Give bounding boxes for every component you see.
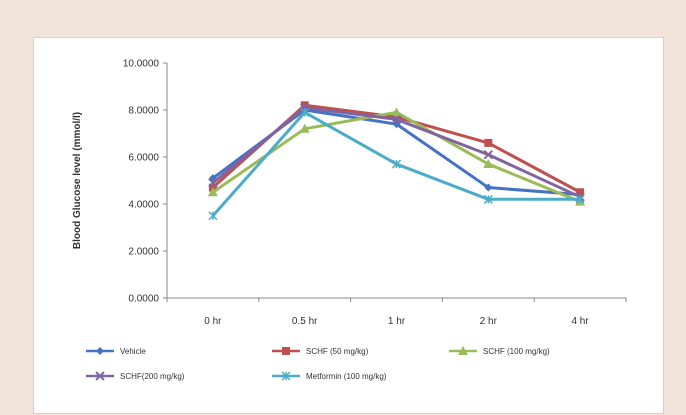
- legend: Vehicle SCHF (50 mg/kg) SCHF (100 mg/kg) SC…: [86, 346, 550, 381]
- data-point: [484, 183, 493, 192]
- x-tick-label: 4 hr: [571, 316, 589, 327]
- legend-swatch-marker: [458, 346, 468, 355]
- data-point: [484, 138, 493, 147]
- data-point: [483, 149, 494, 160]
- legend-entry: SCHF (50 mg/kg): [272, 347, 369, 356]
- y-tick-label: 8.0000: [128, 106, 159, 117]
- data-point: [208, 178, 218, 188]
- data-point: [300, 101, 309, 110]
- legend-label: Vehicle: [120, 347, 146, 356]
- x-tick-label: 0 hr: [204, 316, 222, 327]
- y-tick-label: 2.0000: [128, 247, 159, 258]
- series-3: [207, 107, 586, 206]
- legend-label: SCHF (50 mg/kg): [306, 347, 369, 356]
- data-point: [575, 194, 585, 204]
- legend-entry: SCHF(200 mg/kg): [86, 371, 185, 381]
- y-tick-label: 4.0000: [128, 200, 159, 211]
- data-point: [207, 187, 218, 197]
- series-4: [208, 102, 585, 202]
- x-tick-label: 0.5 hr: [292, 316, 318, 327]
- data-point: [391, 107, 402, 117]
- y-axis-label: Blood Glucose level (mmol/l): [72, 112, 83, 249]
- y-tick-label: 6.0000: [128, 153, 159, 164]
- data-point: [391, 114, 402, 125]
- legend-swatch-marker: [281, 371, 291, 381]
- y-tick-label: 0.0000: [128, 294, 159, 305]
- series-lines: [207, 101, 586, 221]
- data-point: [391, 159, 402, 169]
- data-point: [300, 107, 310, 117]
- tick-labels: 0.0000 2.0000 4.0000 6.0000 8.0000 10.0000 0 h…: [123, 59, 627, 327]
- y-tick-label: 10.0000: [123, 59, 160, 70]
- data-point: [483, 194, 493, 204]
- legend-label: SCHF (100 mg/kg): [483, 347, 550, 356]
- legend-swatch-marker: [282, 347, 290, 355]
- data-point: [483, 159, 494, 169]
- x-tick-label: 2 hr: [480, 316, 498, 327]
- legend-entry: Vehicle: [86, 347, 146, 356]
- data-point: [299, 123, 310, 133]
- blood-glucose-line-chart: Blood Glucose level (mmol/l) 0.0000 2.000…: [72, 59, 627, 381]
- legend-entry: SCHF (100 mg/kg): [449, 346, 550, 356]
- data-point: [576, 188, 585, 197]
- legend-label: Metformin (100 mg/kg): [306, 372, 387, 381]
- legend-label: SCHF(200 mg/kg): [120, 372, 185, 381]
- data-point: [392, 113, 401, 122]
- data-point: [208, 211, 218, 221]
- x-tick-label: 1 hr: [388, 316, 406, 327]
- chart-panel: Blood Glucose level (mmol/l) 0.0000 2.000…: [33, 37, 664, 414]
- axes: [166, 63, 626, 299]
- series-5: [208, 107, 585, 221]
- legend-swatch-marker: [95, 371, 105, 381]
- legend-entry: Metformin (100 mg/kg): [272, 371, 387, 381]
- legend-swatch-marker: [96, 347, 104, 355]
